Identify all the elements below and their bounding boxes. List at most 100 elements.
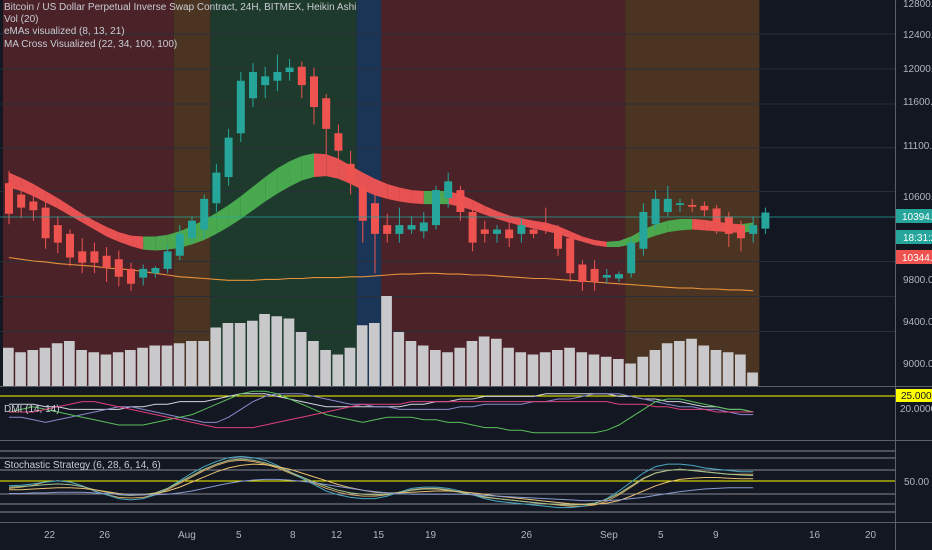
candle-body [432, 190, 440, 226]
time-tick: 5 [236, 530, 242, 541]
volume-bar [686, 338, 697, 386]
price-tick: 9800.0 [903, 275, 932, 286]
volume-bar [88, 352, 100, 386]
candle-body [102, 255, 111, 268]
candle-body [554, 229, 562, 249]
candle-body [529, 229, 538, 234]
volume-bar [51, 343, 63, 386]
candle-body [358, 185, 367, 221]
candle-body [651, 198, 660, 225]
ema-ribbon-segment [289, 156, 302, 187]
time-axis[interactable]: 22 26 Aug 5 8 12 15 19 26 Sep 5 9 16 20 [44, 530, 877, 541]
candle-body [346, 163, 355, 182]
volume-bars [3, 296, 758, 386]
time-tick: 8 [290, 530, 296, 541]
volume-bar [722, 352, 734, 386]
stochastic-line-k [8, 459, 754, 507]
volume-bar [661, 343, 673, 386]
price-axis[interactable]: 12800.0 12400.0 12000.0 11600.0 11100.0 … [896, 0, 932, 488]
chart-title[interactable]: Bitcoin / US Dollar Perpetual Inverse Sw… [4, 2, 357, 13]
volume-bar [15, 352, 26, 386]
volume-bar [173, 343, 185, 386]
candle-body [761, 212, 770, 229]
candle-body [261, 76, 270, 86]
volume-bar [356, 325, 368, 386]
zone-band [625, 0, 760, 386]
candle-body [383, 225, 392, 234]
candle-body [224, 137, 233, 177]
candle-body [188, 220, 196, 239]
volume-bar [564, 347, 575, 386]
legend-volume[interactable]: Vol (20) [4, 14, 39, 26]
candle-body [468, 212, 477, 243]
candle-body [151, 268, 160, 274]
legend-dmi[interactable]: DMI (14, 14) [4, 404, 60, 415]
legend-stochastic[interactable]: Stochastic Strategy (6, 28, 6, 14, 6) [4, 460, 161, 471]
legend-ma-cross[interactable]: MA Cross Visualized (22, 34, 100, 100) [4, 38, 178, 50]
candle-body [688, 205, 697, 207]
volume-bar [503, 347, 514, 386]
candle-body [114, 259, 123, 277]
ema-ribbon-segment [472, 199, 485, 215]
volume-bar [637, 356, 649, 386]
price-tick: 10600.0 [903, 192, 932, 203]
ema-ribbon-segment [265, 168, 278, 202]
candle-body [578, 264, 587, 282]
volume-bar [39, 347, 51, 386]
stoch-tick: 50.00 [904, 477, 929, 488]
price-tick: 12400.0 [903, 30, 932, 41]
stochastic-pane[interactable] [0, 450, 895, 513]
time-tick: 5 [658, 530, 664, 541]
ema-ribbon-segment [118, 232, 131, 247]
ema-ribbon-segment [509, 215, 522, 226]
candle-body [541, 225, 550, 230]
volume-bar [625, 363, 636, 386]
time-tick: 9 [713, 530, 719, 541]
ema-ribbon-segment [301, 153, 314, 181]
main-pane[interactable] [0, 0, 895, 386]
ema-ribbon-segment [326, 154, 339, 179]
candle-body [322, 98, 331, 129]
candle-body [139, 268, 148, 278]
volume-bar [735, 354, 746, 386]
candle-body [334, 133, 343, 151]
volume-bar [295, 332, 307, 386]
ema-ribbon-segment [411, 190, 424, 205]
legend-emas[interactable]: eMAs visualized (8, 13, 21) [4, 26, 125, 38]
countdown-label-bg [896, 230, 932, 244]
volume-bar [649, 350, 661, 386]
volume-bar [674, 341, 685, 386]
volume-bar [369, 323, 380, 386]
dmi-line-plus_di [8, 390, 754, 434]
ema-ribbon-segment [33, 184, 46, 203]
volume-bar [588, 354, 600, 386]
ema-ribbon-segment [387, 184, 400, 202]
volume-bar [27, 350, 39, 386]
volume-bar [3, 347, 14, 386]
ema-ribbon-segment [594, 240, 607, 247]
ema-ribbon-segment [680, 219, 693, 231]
volume-bar [283, 318, 295, 386]
dmi-line-minus_di [9, 401, 754, 429]
volume-bar [320, 350, 331, 386]
volume-bar [234, 323, 246, 386]
candle-body [456, 190, 465, 212]
ema-ribbon-segment [655, 220, 668, 236]
volume-bar [417, 345, 429, 386]
volume-bar [64, 341, 75, 386]
ema-ribbon-segment [582, 236, 595, 246]
ema-ribbon-segment [704, 219, 717, 232]
candle-body [480, 229, 489, 234]
volume-bar [552, 350, 563, 386]
candle-body [175, 233, 184, 256]
candle-body [249, 72, 257, 99]
ema-ribbon-segment [21, 177, 34, 197]
dmi-pane[interactable] [0, 390, 895, 434]
time-tick: 26 [521, 530, 533, 541]
stochastic-line-d [8, 455, 754, 509]
candle-body [517, 225, 526, 234]
volume-bar [210, 327, 222, 386]
volume-bar [613, 359, 624, 386]
volume-bar [466, 341, 478, 386]
